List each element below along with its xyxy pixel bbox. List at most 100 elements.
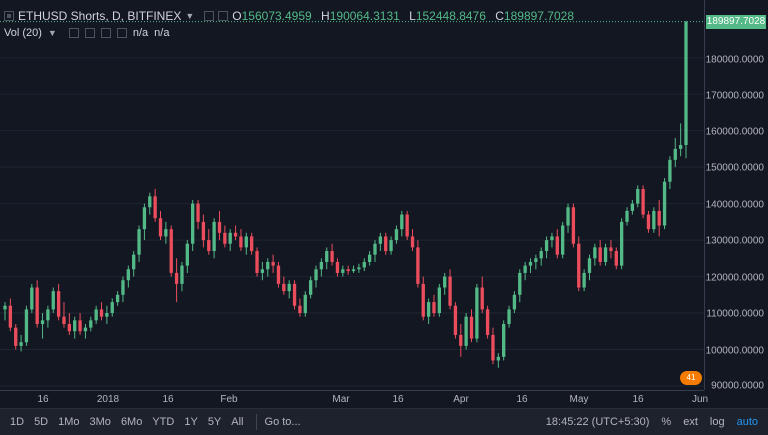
chart-pane[interactable]: [0, 0, 704, 390]
timeframe-6mo[interactable]: 6Mo: [120, 416, 143, 428]
goto-button[interactable]: Go to...: [264, 416, 301, 428]
timeframe-1mo[interactable]: 1Mo: [58, 416, 80, 428]
price-tick: 90000.0000: [711, 380, 764, 392]
candle-body: [507, 309, 511, 324]
candle-body: [480, 287, 484, 310]
settings-icon[interactable]: [218, 11, 229, 21]
candle-body: [89, 320, 93, 328]
candle-body: [148, 196, 152, 208]
candle-body: [249, 236, 254, 252]
candle-body: [652, 210, 656, 230]
candle-body: [46, 309, 50, 321]
chevron-down-icon[interactable]: ▼: [185, 11, 195, 21]
candle-body: [298, 305, 302, 314]
candle-body: [523, 265, 527, 273]
time-tick: 16: [632, 394, 644, 405]
timeframe-3mo[interactable]: 3Mo: [89, 416, 111, 428]
candle-body: [437, 287, 442, 314]
candle-body: [475, 287, 479, 339]
price-axis[interactable]: 180000.0000 170000.0000 160000.0000 1500…: [704, 0, 768, 392]
candle-body: [421, 283, 425, 317]
candle-body: [502, 323, 506, 357]
symbol-title[interactable]: ETHUSD Shorts, D, BITFINEX: [18, 9, 182, 23]
candle-body: [367, 254, 372, 262]
candle-body: [99, 309, 104, 317]
candle-body: [512, 294, 517, 310]
close-icon[interactable]: [116, 28, 127, 38]
candle-body: [405, 214, 409, 237]
ohlc-values: O156073.4959 H190064.3131 L152448.8476 C…: [232, 9, 580, 23]
candle-body: [619, 221, 624, 266]
events-badge[interactable]: 41: [680, 371, 702, 385]
timeframe-all[interactable]: All: [231, 416, 244, 428]
volume-label[interactable]: Vol (20): [4, 27, 42, 39]
candle-body: [191, 203, 195, 244]
candle-body: [185, 243, 189, 266]
price-tick: 100000.0000: [705, 345, 764, 356]
candle-body: [78, 320, 82, 332]
bottom-toolbar: 1D 5D 1Mo 3Mo 6Mo YTD 1Y 5Y All Go to...…: [0, 408, 768, 435]
candle-body: [212, 221, 216, 252]
percent-toggle[interactable]: %: [661, 416, 672, 428]
log-toggle[interactable]: log: [709, 416, 725, 428]
candle-body: [459, 334, 463, 346]
ohlc-open: 156073.4959: [241, 9, 312, 23]
time-tick: 16: [37, 394, 49, 405]
eye-icon[interactable]: [68, 28, 79, 38]
symbol-legend: ETHUSD Shorts, D, BITFINEX ▼ O156073.495…: [4, 8, 580, 24]
collapse-icon[interactable]: [4, 11, 14, 21]
candle-body: [35, 287, 39, 324]
candle-body: [566, 207, 570, 226]
candle-body: [378, 236, 383, 244]
candle-body: [389, 240, 393, 252]
candle-body: [3, 305, 7, 310]
timeframe-5d[interactable]: 5D: [34, 416, 49, 428]
time-axis[interactable]: 16 2018 16 Feb Mar 16 Apr 16 May 16 Jun: [0, 390, 708, 408]
clock[interactable]: 18:45:22 (UTC+5:30): [545, 416, 650, 428]
candle-body: [528, 261, 533, 266]
candle-body: [207, 240, 211, 252]
candle-body: [641, 189, 645, 215]
settings-icon[interactable]: [84, 28, 95, 38]
candle-body: [646, 214, 651, 230]
candle-body: [448, 276, 452, 306]
candle-body: [19, 342, 23, 346]
volume-legend: Vol (20) ▼ n/a n/a: [4, 26, 169, 40]
candle-body: [453, 305, 458, 335]
candlestick-chart[interactable]: [0, 0, 704, 390]
price-tick: 120000.0000: [705, 272, 764, 283]
candle-body: [239, 236, 243, 248]
candle-body: [287, 283, 291, 292]
candle-body: [496, 356, 500, 361]
candle-body: [40, 320, 45, 324]
candle-body: [196, 203, 200, 222]
timeframe-1d[interactable]: 1D: [10, 416, 25, 428]
candle-body: [94, 309, 98, 321]
candle-body: [8, 305, 13, 328]
candle-body: [292, 283, 297, 306]
candle-body: [544, 240, 549, 252]
candle-body: [593, 247, 597, 259]
candle-body: [233, 232, 238, 237]
candle-body: [158, 218, 163, 237]
candle-body: [169, 229, 173, 273]
chevron-down-icon[interactable]: ▼: [47, 28, 57, 38]
timeframe-5y[interactable]: 5Y: [207, 416, 222, 428]
candle-body: [201, 221, 206, 241]
auto-toggle[interactable]: auto: [736, 416, 758, 428]
candle-body: [673, 148, 677, 160]
candle-body: [335, 261, 340, 273]
candle-body: [609, 247, 613, 252]
timeframe-ytd[interactable]: YTD: [152, 416, 175, 428]
last-price-label: 189897.7028: [706, 15, 766, 29]
add-icon[interactable]: [100, 28, 111, 38]
candle-body: [142, 207, 147, 230]
time-tick: May: [569, 394, 589, 405]
ohlc-close: 189897.7028: [503, 9, 574, 23]
candle-body: [582, 272, 586, 288]
candle-body: [657, 210, 661, 226]
candle-body: [271, 261, 275, 266]
eye-icon[interactable]: [204, 11, 215, 21]
ext-toggle[interactable]: ext: [683, 416, 698, 428]
timeframe-1y[interactable]: 1Y: [184, 416, 198, 428]
